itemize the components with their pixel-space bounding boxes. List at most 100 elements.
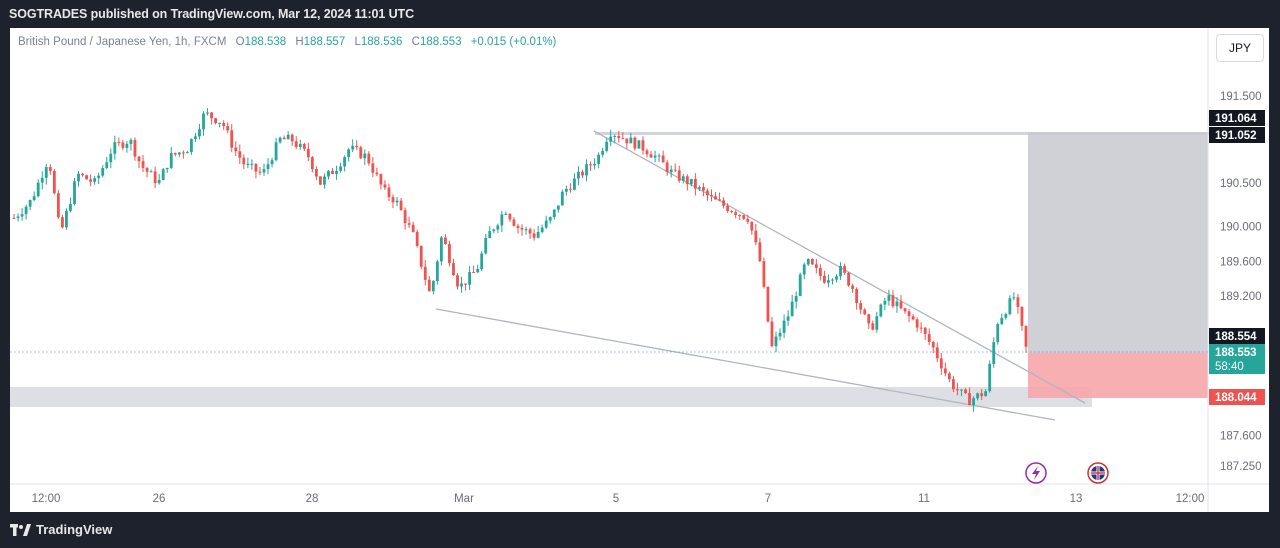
candle-body	[758, 242, 762, 262]
candle	[625, 138, 629, 149]
candle-body	[528, 229, 532, 234]
candle	[698, 185, 701, 192]
candle	[899, 295, 903, 310]
candle-body	[439, 237, 443, 262]
candle	[1016, 293, 1020, 314]
candle	[161, 168, 165, 181]
candle-body	[456, 275, 459, 287]
candle	[621, 132, 625, 140]
candle	[722, 197, 726, 209]
candle	[504, 211, 508, 215]
candle	[145, 167, 149, 178]
candle	[109, 148, 113, 169]
symbol-name[interactable]: British Pound / Japanese Yen, 1h, FXCM	[18, 36, 227, 48]
candle-body	[508, 213, 512, 220]
candle-body	[32, 196, 36, 201]
candle-body	[568, 188, 572, 190]
chart-panel[interactable]: 191.500 190.500 190.000 189.600 189.200 187.6…	[10, 28, 1269, 512]
candle-body	[28, 200, 32, 207]
candle-body	[790, 301, 794, 317]
candle-body	[754, 230, 758, 243]
candle-body	[939, 358, 943, 369]
candle-body	[935, 347, 939, 359]
price-label-bg	[1209, 110, 1265, 126]
candle	[996, 322, 1000, 345]
candle	[577, 166, 580, 186]
open-label: O	[235, 36, 245, 48]
candle	[750, 221, 754, 235]
candle-body	[960, 389, 963, 391]
candle	[943, 362, 947, 377]
price-axis[interactable]: 191.500 190.500 190.000 189.600 189.200 187.6…	[1220, 91, 1262, 473]
x-tick-label: 13	[1070, 493, 1083, 505]
candle-body	[270, 160, 274, 165]
currency-button[interactable]: JPY	[1216, 34, 1264, 62]
x-tick-label: 12:00	[1176, 493, 1205, 505]
candle-body	[339, 166, 342, 171]
candle	[121, 140, 125, 151]
candle	[794, 291, 798, 309]
candle	[605, 138, 609, 153]
candle	[347, 147, 351, 162]
candle	[69, 197, 72, 213]
candle-body	[968, 393, 971, 406]
candle	[677, 165, 681, 183]
candle	[238, 144, 242, 164]
candle-body	[496, 225, 500, 230]
candle-body	[476, 268, 480, 273]
candle	[218, 122, 222, 128]
candle-body	[121, 142, 125, 148]
candle	[786, 310, 790, 326]
brand-text: TradingView	[36, 522, 113, 537]
lower-trendline[interactable]	[435, 308, 1056, 421]
tradingview-logo[interactable]: TradingView	[10, 522, 112, 537]
candle-body	[577, 171, 580, 179]
candle	[536, 225, 540, 239]
candle-body	[298, 143, 302, 147]
candle-body	[323, 176, 326, 185]
candle-body	[258, 171, 262, 173]
candle	[113, 135, 117, 160]
candle	[931, 340, 935, 354]
uk-flag-icon[interactable]	[1087, 462, 1109, 484]
candle-body	[210, 112, 213, 119]
candle	[702, 183, 705, 197]
candle	[48, 164, 52, 175]
candle	[214, 117, 218, 125]
candle-body	[1024, 325, 1028, 347]
candle	[927, 328, 931, 345]
time-axis[interactable]: 12:00 26 28 Mar 5 7 11 13 12:00	[32, 493, 1205, 505]
candle-body	[73, 181, 76, 204]
candle	[40, 171, 44, 190]
candle	[859, 300, 863, 315]
candle	[395, 196, 399, 207]
candle	[496, 223, 500, 233]
candle-body	[282, 137, 286, 140]
candle-body	[964, 389, 967, 394]
candle-body	[56, 193, 60, 218]
candle	[323, 173, 326, 189]
high-label: H	[295, 36, 304, 48]
candle	[141, 155, 145, 172]
candle-body	[500, 214, 504, 226]
candle	[290, 133, 294, 146]
candle	[476, 264, 480, 273]
candle-body	[947, 373, 951, 380]
candle	[693, 173, 697, 196]
candle-body	[685, 176, 689, 185]
price-chart[interactable]: 191.500 190.500 190.000 189.600 189.200 187.6…	[10, 28, 1269, 512]
candle	[548, 216, 552, 224]
candle	[879, 303, 883, 318]
candle	[637, 140, 641, 149]
candle	[601, 147, 605, 158]
candle-body	[113, 142, 117, 154]
candle	[371, 156, 375, 178]
candle	[52, 169, 56, 195]
candle-body	[254, 163, 258, 172]
candle-body	[488, 231, 492, 239]
candle-body	[181, 152, 185, 154]
candle	[798, 272, 802, 297]
candle-body	[875, 316, 879, 330]
lightning-icon[interactable]	[1025, 462, 1047, 484]
candle-body	[40, 177, 44, 183]
